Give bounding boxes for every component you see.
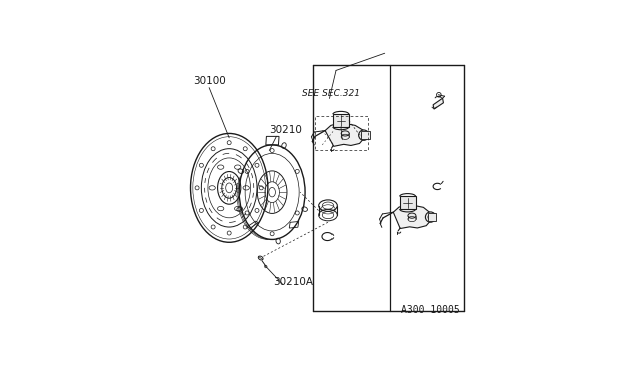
Ellipse shape (408, 213, 416, 218)
Ellipse shape (341, 131, 349, 136)
Circle shape (426, 212, 436, 222)
Text: 30210A: 30210A (273, 277, 314, 287)
Polygon shape (433, 98, 444, 109)
Bar (428, 213, 436, 221)
Bar (361, 131, 369, 139)
Polygon shape (394, 205, 432, 228)
Polygon shape (399, 196, 415, 209)
Text: 30210: 30210 (269, 125, 302, 135)
Polygon shape (325, 122, 365, 146)
Bar (315, 116, 368, 150)
Text: SEE SEC.321: SEE SEC.321 (302, 89, 360, 97)
Text: 30100: 30100 (193, 76, 225, 86)
Circle shape (358, 130, 369, 140)
Polygon shape (333, 114, 349, 127)
Text: A300 10005: A300 10005 (401, 305, 460, 315)
